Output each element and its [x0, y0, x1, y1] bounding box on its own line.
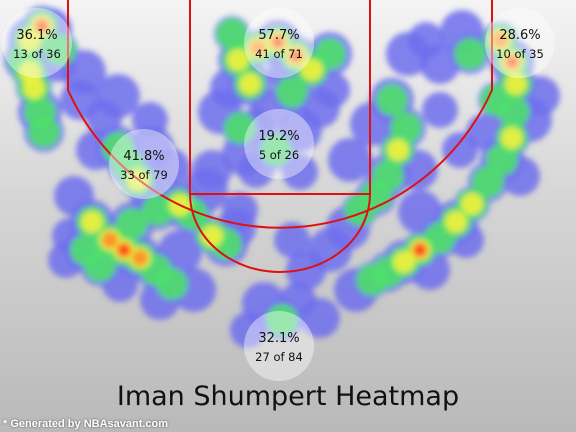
zone-fg-pct: 41.8%	[123, 149, 164, 164]
heat-blob	[415, 245, 425, 255]
heat-blob	[282, 154, 318, 190]
court-lines	[67, 0, 493, 273]
zone-bubble-bg	[485, 8, 555, 78]
zone-bubble-bg	[2, 8, 72, 78]
heat-blob	[386, 32, 430, 76]
heat-blob	[150, 148, 190, 188]
zone-bubble-bg	[244, 311, 314, 381]
zone-bubble-bg	[109, 129, 179, 199]
zone-fg-pct: 28.6%	[499, 28, 540, 43]
heat-blob	[461, 193, 483, 215]
zone-bubble: 28.6% 10 of 35	[485, 8, 555, 78]
heat-blob	[216, 18, 248, 50]
zone-labels: 36.1% 13 of 36 57.7% 41 of 71 28.6% 10 of 35 4…	[2, 8, 555, 381]
heat-blob	[301, 59, 323, 81]
heat-blob	[222, 192, 258, 228]
zone-bubble: 41.8% 33 of 79	[109, 129, 179, 199]
heat-blob	[201, 225, 223, 247]
heat-blob	[156, 268, 188, 300]
heat-blob	[328, 138, 372, 182]
heat-blob	[344, 194, 376, 226]
zone-made-attempts: 33 of 79	[120, 168, 168, 182]
heat-blob	[239, 73, 261, 95]
heat-blob	[37, 21, 47, 31]
zone-bubble: 32.1% 27 of 84	[244, 311, 314, 381]
heat-blob	[116, 208, 148, 240]
heat-blob	[54, 176, 94, 216]
heat-blob	[227, 49, 249, 71]
heat-blob	[507, 57, 517, 67]
heat-blob	[132, 250, 148, 266]
zone-bubble-bg	[244, 8, 314, 78]
chart-title: Iman Shumpert Heatmap	[116, 381, 460, 412]
heat-blob	[192, 150, 232, 190]
heat-blob	[498, 96, 530, 128]
heat-blob	[300, 298, 340, 338]
heat-blob	[28, 116, 60, 148]
heat-blob	[102, 232, 118, 248]
heat-blob	[274, 222, 310, 258]
free-throw-circle	[189, 193, 371, 273]
heat-blob	[96, 74, 140, 118]
paint-box	[189, 0, 371, 195]
heat-level-4	[37, 21, 517, 255]
heat-blob	[393, 251, 415, 273]
heat-blob	[501, 127, 523, 149]
heat-blob	[422, 92, 458, 128]
heat-blob	[387, 139, 409, 161]
heat-blob	[119, 245, 129, 255]
heat-blob	[445, 211, 467, 233]
heat-blob	[314, 38, 346, 70]
heat-blob	[19, 61, 41, 83]
heat-blob	[505, 73, 527, 95]
heat-level-3	[34, 18, 520, 266]
three-point-line	[67, 0, 493, 229]
heat-blob	[398, 190, 442, 234]
zone-bubble-bg	[244, 109, 314, 179]
heat-blob	[454, 38, 486, 70]
heat-layer	[4, 6, 560, 348]
zone-bubble: 57.7% 41 of 71	[244, 8, 314, 78]
heat-level-1	[8, 10, 532, 336]
zone-fg-pct: 32.1%	[258, 331, 299, 346]
heat-blob	[492, 32, 508, 48]
zone-made-attempts: 10 of 35	[496, 47, 544, 61]
heat-blob	[250, 40, 266, 56]
zone-made-attempts: 41 of 71	[255, 47, 303, 61]
zone-made-attempts: 27 of 84	[255, 350, 303, 364]
heat-blob	[84, 250, 116, 282]
heat-blob	[230, 312, 266, 348]
heat-blob	[273, 37, 283, 47]
zone-made-attempts: 13 of 36	[13, 47, 61, 61]
heat-blob	[81, 211, 103, 233]
heat-blob	[472, 166, 504, 198]
zone-fg-pct: 57.7%	[258, 28, 299, 43]
heat-blob	[132, 102, 168, 138]
zone-fg-pct: 19.2%	[258, 129, 299, 144]
heat-blob	[286, 250, 326, 290]
zone-bubble: 36.1% 13 of 36	[2, 8, 72, 78]
heat-blob	[260, 134, 292, 166]
heat-blob	[291, 51, 301, 61]
heat-blob	[142, 194, 174, 226]
heat-blob	[224, 112, 256, 144]
heat-blob	[356, 264, 388, 296]
credit-text: * Generated by NBAsavant.com	[3, 418, 169, 430]
zone-made-attempts: 5 of 26	[259, 148, 299, 162]
heat-blob	[442, 132, 478, 168]
heat-blob	[376, 84, 408, 116]
heat-blob	[266, 304, 298, 336]
zone-fg-pct: 36.1%	[16, 28, 57, 43]
zone-bubble: 19.2% 5 of 26	[244, 109, 314, 179]
heat-blob	[276, 76, 308, 108]
